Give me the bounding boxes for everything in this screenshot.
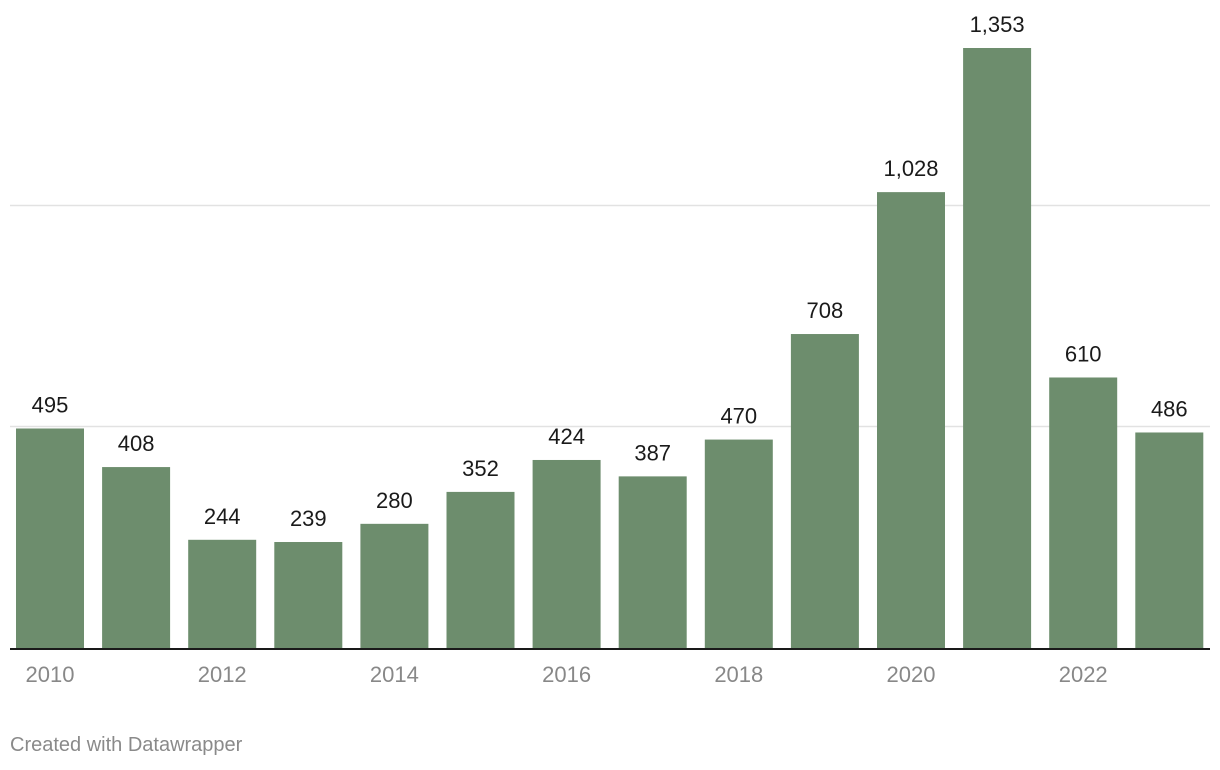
bar-2010 xyxy=(16,428,84,648)
bar-2023 xyxy=(1135,432,1204,648)
bar-2012 xyxy=(188,539,257,648)
value-label-2023: 486 xyxy=(1151,396,1188,421)
x-tick-label-2012: 2012 xyxy=(198,662,247,687)
value-label-2014: 280 xyxy=(376,488,413,513)
x-tick-label-2016: 2016 xyxy=(542,662,591,687)
bar-2015 xyxy=(446,491,515,648)
bar-2016 xyxy=(532,459,601,648)
value-label-2018: 470 xyxy=(720,404,757,429)
value-label-2022: 610 xyxy=(1065,341,1102,366)
x-tick-label-2018: 2018 xyxy=(714,662,763,687)
credit-line: Created with Datawrapper xyxy=(10,734,243,756)
x-tick-label-2022: 2022 xyxy=(1059,662,1108,687)
value-label-2015: 352 xyxy=(462,456,499,481)
bar-2013 xyxy=(274,542,343,648)
bar-2014 xyxy=(360,523,429,648)
value-label-2013: 239 xyxy=(290,506,327,531)
x-tick-label-2020: 2020 xyxy=(887,662,936,687)
bar-2018 xyxy=(704,439,773,648)
value-label-2021: 1,353 xyxy=(970,12,1025,37)
value-label-2010: 495 xyxy=(32,392,69,417)
x-tick-label-2010: 2010 xyxy=(26,662,75,687)
value-label-2016: 424 xyxy=(548,424,585,449)
value-label-2017: 387 xyxy=(634,440,671,465)
bar-2020 xyxy=(877,192,945,648)
x-tick-label-2014: 2014 xyxy=(370,662,419,687)
bar-2021 xyxy=(963,48,1032,648)
bar-chart: 495 408 244 239 280 352 424 387 470 708 1,028 1,353… xyxy=(10,12,1210,687)
value-label-2020: 1,028 xyxy=(883,156,938,181)
bar-2022 xyxy=(1049,377,1118,648)
value-label-2011: 408 xyxy=(118,431,155,456)
value-label-2019: 708 xyxy=(807,298,844,323)
bar-2019 xyxy=(790,334,859,648)
bar-2011 xyxy=(102,467,171,648)
bar-2017 xyxy=(618,476,687,648)
value-label-2012: 244 xyxy=(204,504,241,529)
